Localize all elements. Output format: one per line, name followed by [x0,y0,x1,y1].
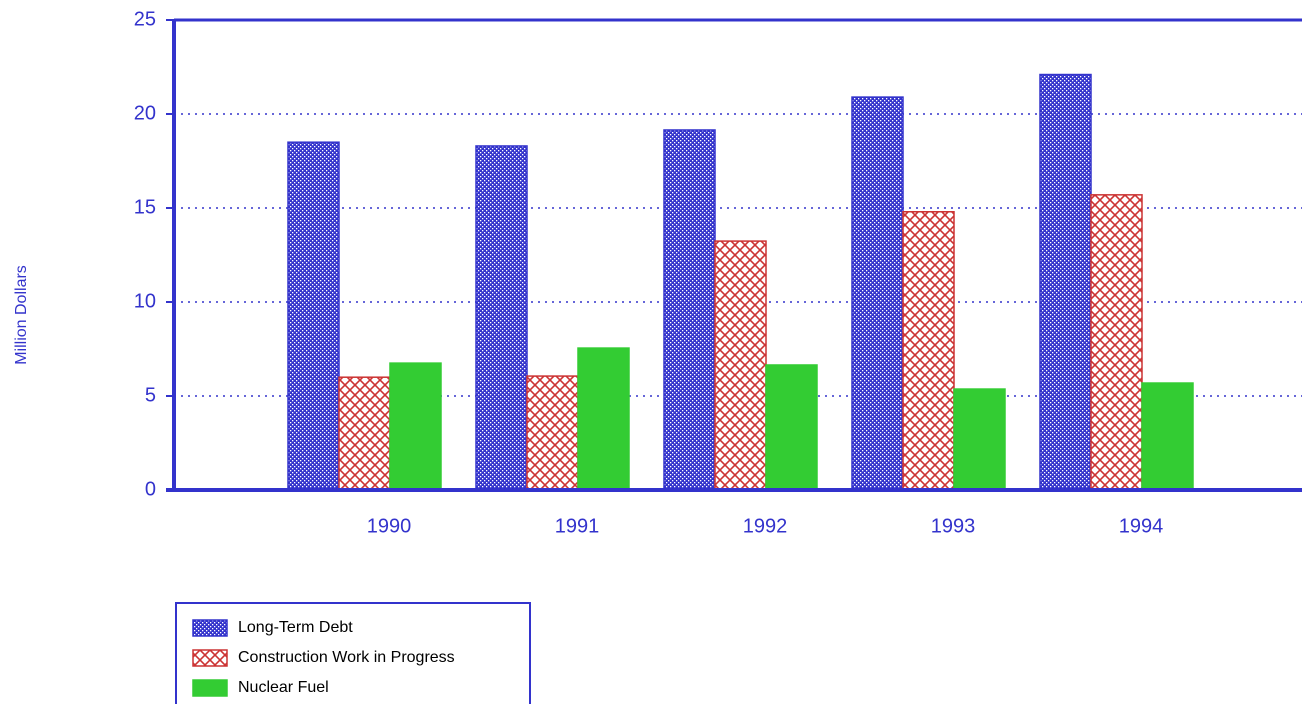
bar [577,347,630,491]
bar [389,362,442,491]
bar [475,145,528,491]
bar [338,376,391,491]
legend-box [175,602,531,704]
bar [851,96,904,491]
y-tick-label: 5 [145,384,156,406]
bar [765,364,818,491]
bar [1141,382,1194,491]
bar [953,388,1006,491]
y-tick-label: 10 [134,290,156,312]
bar [663,129,716,491]
x-tick-label: 1994 [1119,515,1164,537]
legend-swatch [192,649,228,667]
x-tick-label: 1992 [743,515,788,537]
bar [714,240,767,491]
y-axis-label: Million Dollars [13,265,30,365]
legend-label: Nuclear Fuel [238,679,329,696]
legend-swatch [192,679,228,697]
x-tick-label: 1993 [931,515,976,537]
y-tick-label: 20 [134,102,156,124]
y-tick-label: 15 [134,196,156,218]
legend-swatch [192,619,228,637]
x-tick-label: 1991 [555,515,600,537]
bar [526,375,579,491]
bar [287,141,340,491]
bar [1090,194,1143,491]
legend-label: Long-Term Debt [238,619,353,636]
x-tick-label: 1990 [367,515,412,537]
bar [1039,73,1092,491]
y-tick-label: 25 [134,8,156,30]
y-tick-label: 0 [145,478,156,500]
bar [902,211,955,491]
legend-label: Construction Work in Progress [238,649,455,666]
